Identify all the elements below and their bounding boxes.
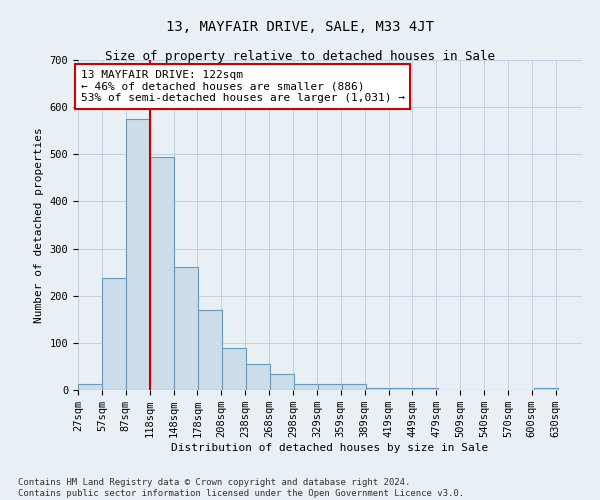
Bar bbox=[102, 278, 126, 390]
Text: Size of property relative to detached houses in Sale: Size of property relative to detached ho… bbox=[105, 50, 495, 63]
Bar bbox=[175, 268, 198, 390]
Bar bbox=[246, 364, 270, 390]
Bar bbox=[390, 388, 414, 390]
Bar bbox=[294, 384, 317, 390]
Text: Contains HM Land Registry data © Crown copyright and database right 2024.
Contai: Contains HM Land Registry data © Crown c… bbox=[18, 478, 464, 498]
Bar bbox=[366, 388, 390, 390]
X-axis label: Distribution of detached houses by size in Sale: Distribution of detached houses by size … bbox=[172, 443, 488, 453]
Bar bbox=[126, 119, 149, 390]
Bar bbox=[151, 156, 175, 390]
Bar bbox=[222, 348, 246, 390]
Bar bbox=[78, 384, 102, 390]
Bar bbox=[319, 384, 343, 390]
Bar bbox=[343, 384, 366, 390]
Bar bbox=[534, 388, 558, 390]
Bar bbox=[414, 388, 438, 390]
Y-axis label: Number of detached properties: Number of detached properties bbox=[34, 127, 44, 323]
Text: 13 MAYFAIR DRIVE: 122sqm
← 46% of detached houses are smaller (886)
53% of semi-: 13 MAYFAIR DRIVE: 122sqm ← 46% of detach… bbox=[80, 70, 404, 103]
Bar bbox=[198, 310, 222, 390]
Text: 13, MAYFAIR DRIVE, SALE, M33 4JT: 13, MAYFAIR DRIVE, SALE, M33 4JT bbox=[166, 20, 434, 34]
Bar bbox=[270, 374, 294, 390]
